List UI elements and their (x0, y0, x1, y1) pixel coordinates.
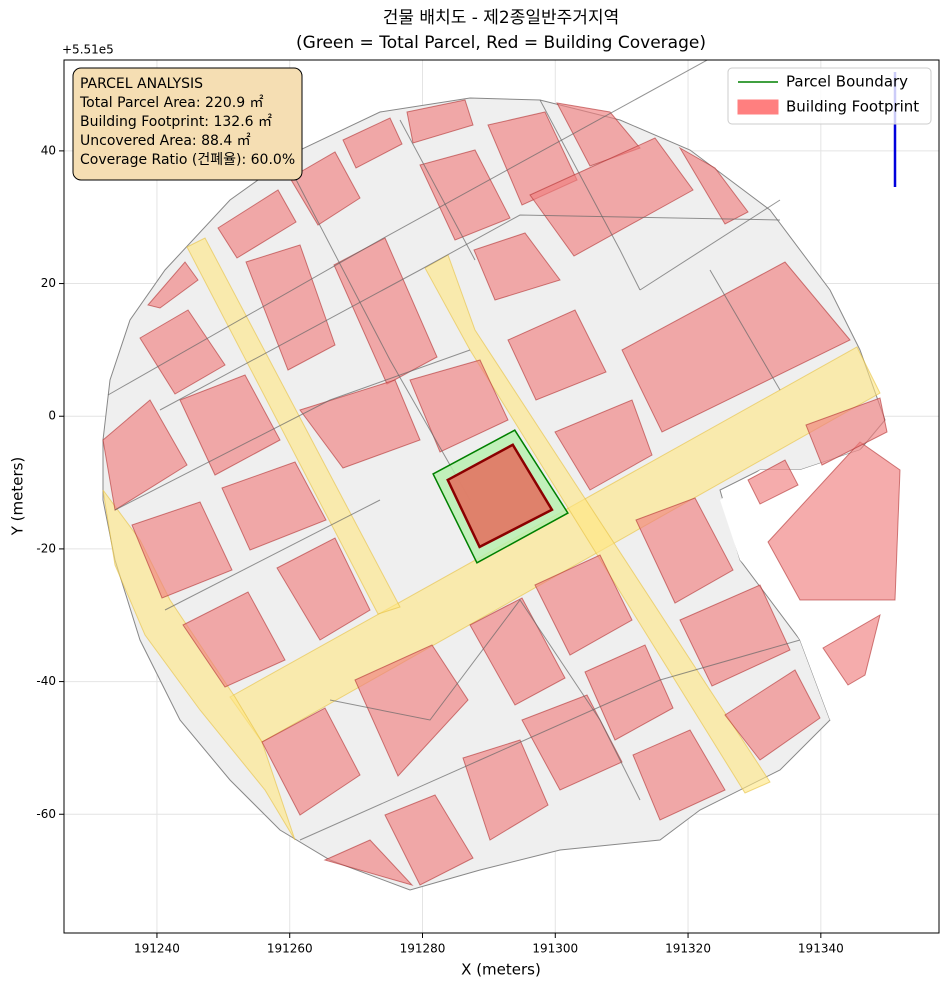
parcel-line (299, 639, 801, 841)
info-line: Building Footprint: 132.6 ㎡ (80, 114, 272, 130)
building (462, 739, 549, 841)
parcel-lines (107, 60, 801, 841)
legend: Parcel Boundary Building Footprint (727, 67, 932, 125)
parcel-line (114, 349, 471, 511)
y-tick-label: -20 (36, 541, 56, 555)
building (679, 584, 791, 687)
y-tick-label: -40 (36, 674, 56, 688)
building (245, 244, 336, 371)
info-line: Coverage Ratio (건폐율): 60.0% (80, 152, 295, 168)
building (323, 839, 414, 886)
chart-subtitle: (Green = Total Parcel, Red = Building Co… (296, 33, 706, 53)
x-tick-label: 191240 (134, 942, 180, 956)
parcel-line (539, 99, 641, 291)
x-tick-label: 191340 (798, 942, 844, 956)
building (179, 374, 281, 476)
parcel-line (107, 60, 709, 396)
building (747, 459, 799, 505)
legend-label: Building Footprint (786, 98, 919, 116)
axes: 191240 191260 191280 191300 191320 191340 40 20… (36, 143, 843, 955)
building (217, 189, 297, 259)
x-axis-label: X (meters) (461, 961, 541, 979)
building (678, 146, 749, 225)
info-box: PARCEL ANALYSIS Total Parcel Area: 220.9… (72, 67, 303, 181)
x-tick-label: 191260 (267, 942, 313, 956)
building (182, 591, 286, 688)
building (147, 261, 199, 309)
building (529, 137, 694, 257)
y-tick-label: 40 (41, 143, 56, 157)
legend-label: Parcel Boundary (786, 73, 908, 91)
parcel-line (709, 269, 781, 391)
building (131, 501, 233, 599)
parcel-line (164, 499, 381, 611)
y-axis-label: Y (meters) (9, 457, 27, 537)
y-tick-label: 0 (48, 409, 56, 423)
building (473, 232, 561, 301)
building (632, 729, 726, 821)
parcel-line (399, 119, 476, 261)
building (299, 379, 421, 469)
polygon-building (446, 443, 554, 549)
parcel-line (159, 214, 781, 411)
y-tick-label: 20 (41, 276, 56, 290)
plot-frame (63, 59, 940, 934)
building (342, 117, 403, 169)
building (102, 399, 188, 511)
building (584, 644, 674, 741)
legend-frame (727, 67, 932, 125)
building (469, 597, 566, 706)
building (507, 309, 607, 401)
parcel-line (329, 599, 641, 801)
building (534, 554, 633, 656)
building (276, 537, 371, 641)
data-layer (432, 429, 569, 564)
building (521, 694, 623, 791)
y-tick-label: -60 (36, 807, 56, 821)
building (221, 461, 327, 551)
parcel-line (264, 119, 471, 501)
info-line: Uncovered Area: 88.4 ㎡ (80, 133, 251, 149)
x-tick-label: 191300 (532, 942, 578, 956)
legend-swatch (737, 99, 779, 115)
x-tick-label: 191280 (400, 942, 446, 956)
building (621, 261, 851, 433)
info-line: PARCEL ANALYSIS (80, 76, 203, 92)
building (635, 497, 734, 604)
building (406, 99, 474, 144)
info-line: Total Parcel Area: 220.9 ㎡ (79, 95, 264, 111)
building (805, 397, 888, 466)
building (354, 644, 469, 777)
chart-title: 건물 배치도 - 제2종일반주거지역 (383, 8, 619, 28)
building (554, 399, 653, 491)
building (822, 613, 881, 686)
building (409, 359, 509, 453)
building (261, 707, 361, 816)
info-box-frame (72, 67, 303, 181)
context-buildings (102, 99, 901, 886)
building (384, 794, 474, 886)
road (186, 237, 401, 615)
offset-text: +5.51e5 (62, 43, 114, 57)
parcel-line (639, 199, 781, 291)
x-tick-label: 191320 (665, 942, 711, 956)
building (767, 441, 901, 601)
building (289, 151, 361, 226)
building (724, 669, 821, 761)
building (419, 149, 511, 241)
